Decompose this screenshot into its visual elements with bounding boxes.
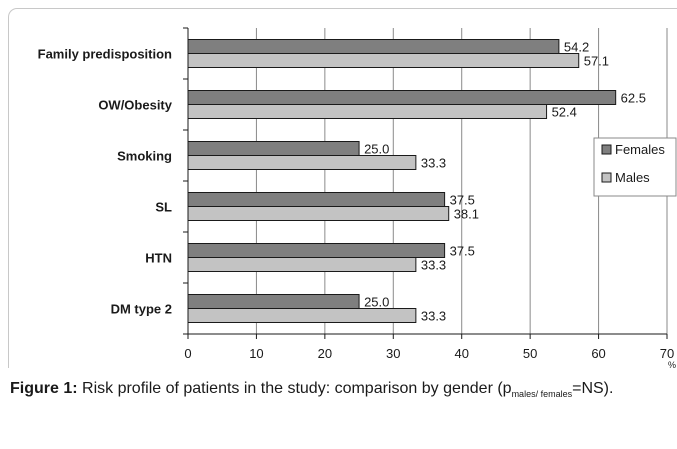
caption-tail: =NS). xyxy=(572,380,614,397)
legend-label-females: Females xyxy=(615,142,665,157)
x-tick-label-6: 60 xyxy=(591,346,605,361)
legend-swatch-females xyxy=(601,144,612,155)
x-tick-label-4: 40 xyxy=(454,346,468,361)
x-tick-label-2: 20 xyxy=(318,346,332,361)
data-label-males-3: 38.1 xyxy=(454,207,479,222)
bar-chart: 54.257.1 Family predisposition 62.5 52.4 OW/… xyxy=(38,27,677,370)
caption-label: Figure 1: xyxy=(10,380,78,397)
category-label-0: Family predisposition xyxy=(38,47,172,62)
figure-frame xyxy=(8,8,677,368)
data-label-females-4: 37.5 xyxy=(450,244,475,259)
bar-females-3 xyxy=(187,192,446,207)
x-unit-label: % xyxy=(668,360,676,370)
data-label-males-0: 57.1 xyxy=(584,54,609,69)
bar-females-2 xyxy=(187,141,360,156)
bar-females-1 xyxy=(187,90,617,105)
bar-females-4 xyxy=(187,243,446,258)
legend-swatch-males xyxy=(601,172,612,183)
data-label-females-3: 37.5 xyxy=(450,193,475,208)
x-tick-label-3: 30 xyxy=(386,346,400,361)
category-label-5: DM type 2 xyxy=(111,302,172,317)
bar-males-4 xyxy=(187,257,417,272)
x-tick-label-5: 50 xyxy=(523,346,537,361)
figure-caption: Figure 1: Risk profile of patients in th… xyxy=(10,378,670,405)
x-tick-label-7: 70 xyxy=(660,346,674,361)
category-label-3: SL xyxy=(155,200,172,215)
x-tick-label-1: 10 xyxy=(249,346,263,361)
data-label-females-0: 54.2 xyxy=(564,40,589,55)
x-tick-label-0: 0 xyxy=(184,346,191,361)
bar-males-2 xyxy=(187,155,417,170)
data-label-females-2: 25.0 xyxy=(364,142,389,157)
caption-text: Risk profile of patients in the study: c… xyxy=(77,380,512,397)
data-label-males-5: 33.3 xyxy=(421,309,446,324)
category-label-1: OW/Obesity xyxy=(98,98,172,113)
bar-females-5 xyxy=(187,294,360,309)
bar-males-0 xyxy=(187,53,580,68)
data-label-males-1: 52.4 xyxy=(552,105,577,120)
bar-males-5 xyxy=(187,308,417,323)
legend-label-males: Males xyxy=(615,170,650,185)
data-label-males-2: 33.3 xyxy=(421,156,446,171)
category-label-2: Smoking xyxy=(117,149,172,164)
data-label-males-4: 33.3 xyxy=(421,258,446,273)
data-label-females-5: 25.0 xyxy=(364,295,389,310)
data-label-females-1: 62.5 xyxy=(621,91,646,106)
caption-subscript: males/ females xyxy=(511,389,573,400)
category-label-4: HTN xyxy=(145,251,172,266)
bar-males-1 xyxy=(187,104,548,119)
bar-females-0 xyxy=(187,39,560,54)
bar-males-3 xyxy=(187,206,450,221)
